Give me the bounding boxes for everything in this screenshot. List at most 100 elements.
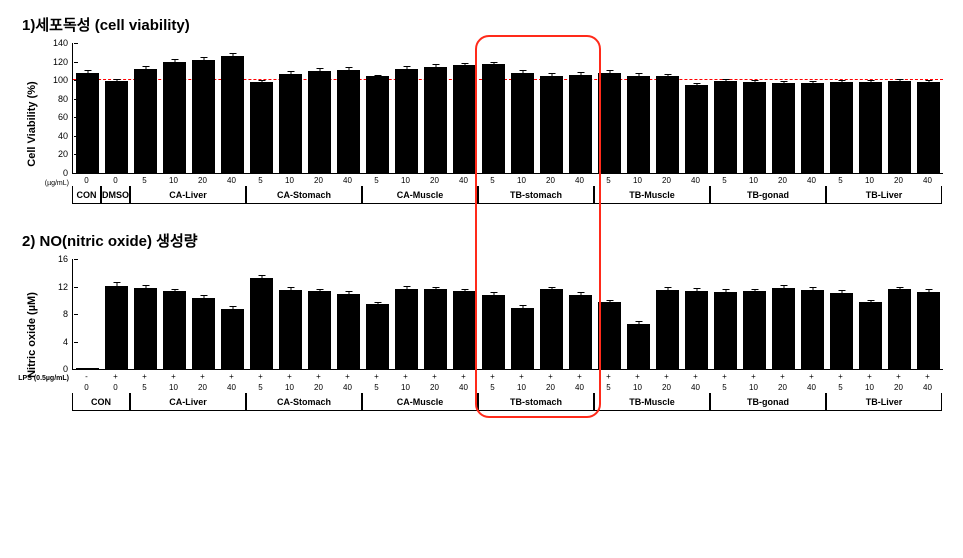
dose-label: 20 xyxy=(884,176,913,185)
lps-cell: + xyxy=(246,372,275,381)
dose-label: 5 xyxy=(710,383,739,392)
dose-label: 20 xyxy=(188,176,217,185)
dose-label: 40 xyxy=(217,176,246,185)
lps-cell: + xyxy=(159,372,188,381)
lps-cell: + xyxy=(130,372,159,381)
bar xyxy=(424,289,447,369)
dose-label: 10 xyxy=(855,176,884,185)
bar xyxy=(859,82,882,173)
y-tick: 140 xyxy=(53,38,73,48)
bar xyxy=(163,291,186,369)
section1-title: 1)세포독성 (cell viability) xyxy=(22,14,943,35)
bar xyxy=(714,81,737,173)
bar xyxy=(917,292,940,369)
lps-cell: + xyxy=(739,372,768,381)
group-label: TB-stomach xyxy=(478,186,594,204)
lps-cell: + xyxy=(362,372,391,381)
lps-cell: + xyxy=(623,372,652,381)
dose-label: 40 xyxy=(681,176,710,185)
lps-cell: + xyxy=(768,372,797,381)
dose-label: 0 xyxy=(72,383,101,392)
dose-label: 0 xyxy=(101,383,130,392)
dose-label: 40 xyxy=(913,383,942,392)
dose-label: 40 xyxy=(333,176,362,185)
dose-label: 5 xyxy=(826,176,855,185)
dose-label: 5 xyxy=(478,383,507,392)
dose-label: 40 xyxy=(797,383,826,392)
group-label: TB-Muscle xyxy=(594,393,710,411)
bar xyxy=(308,291,331,369)
lps-cell: + xyxy=(507,372,536,381)
dose-label: 20 xyxy=(768,383,797,392)
bar xyxy=(105,286,128,369)
y-tick: 12 xyxy=(58,282,73,292)
dose-label: 20 xyxy=(768,176,797,185)
bar xyxy=(279,74,302,173)
dose-label: 5 xyxy=(362,176,391,185)
dose-label: 40 xyxy=(449,176,478,185)
y-tick: 8 xyxy=(63,309,73,319)
group-label: CA-Stomach xyxy=(246,393,362,411)
group-label: TB-stomach xyxy=(478,393,594,411)
group-label: TB-gonad xyxy=(710,186,826,204)
dose-label: 10 xyxy=(391,176,420,185)
bar xyxy=(337,294,360,369)
plot-area: 020406080100120140 xyxy=(72,43,943,174)
lps-cell: + xyxy=(478,372,507,381)
dose-label: 20 xyxy=(536,176,565,185)
dose-label: 20 xyxy=(188,383,217,392)
y-tick: 60 xyxy=(58,112,73,122)
dose-label: 10 xyxy=(159,176,188,185)
y-tick: 4 xyxy=(63,337,73,347)
bar xyxy=(888,81,911,173)
bar xyxy=(105,81,128,173)
bar xyxy=(830,293,853,369)
bar xyxy=(76,73,99,173)
dose-label: 5 xyxy=(826,383,855,392)
y-axis-label: Nitric oxide (µM) xyxy=(26,292,38,378)
dose-label: 10 xyxy=(855,383,884,392)
bar xyxy=(221,56,244,173)
bar xyxy=(250,82,273,173)
dose-label: 5 xyxy=(594,176,623,185)
group-label: CA-Muscle xyxy=(362,186,478,204)
lps-cell: + xyxy=(391,372,420,381)
group-label: TB-Liver xyxy=(826,393,942,411)
dose-label: 20 xyxy=(536,383,565,392)
bar xyxy=(134,69,157,173)
lps-cell: - xyxy=(72,372,101,381)
dose-label: 5 xyxy=(246,383,275,392)
bar xyxy=(888,289,911,369)
group-label: DMSO xyxy=(101,186,130,204)
plot-area: 0481216 xyxy=(72,259,943,370)
bar xyxy=(830,82,853,173)
lps-cell: + xyxy=(420,372,449,381)
bar xyxy=(366,304,389,369)
bar xyxy=(714,292,737,369)
bar xyxy=(482,295,505,369)
dose-label: 5 xyxy=(478,176,507,185)
bar xyxy=(656,290,679,369)
bar xyxy=(917,82,940,173)
y-axis-label: Cell Viability (%) xyxy=(26,81,38,166)
lps-cell: + xyxy=(826,372,855,381)
y-tick: 20 xyxy=(58,149,73,159)
y-tick: 100 xyxy=(53,75,73,85)
dose-label: 10 xyxy=(623,383,652,392)
bar xyxy=(395,69,418,173)
bar xyxy=(685,85,708,173)
bar xyxy=(772,288,795,369)
dose-label: 20 xyxy=(420,383,449,392)
group-label: CON xyxy=(72,393,130,411)
bar xyxy=(656,76,679,173)
lps-cell: + xyxy=(855,372,884,381)
bar xyxy=(685,291,708,369)
bar xyxy=(395,289,418,369)
bar xyxy=(453,65,476,173)
bar xyxy=(569,75,592,173)
dose-label: 5 xyxy=(130,383,159,392)
dose-label: 40 xyxy=(565,383,594,392)
dose-label: 40 xyxy=(913,176,942,185)
dose-label: 0 xyxy=(101,176,130,185)
chart1: Cell Viability (%)020406080100120140(µg/… xyxy=(20,43,943,204)
